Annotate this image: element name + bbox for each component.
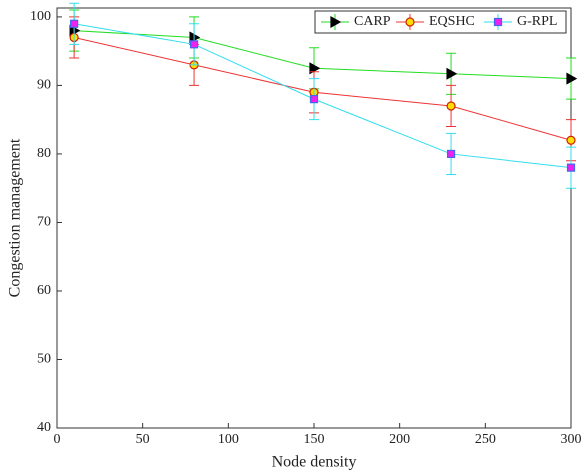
legend-marker bbox=[493, 17, 503, 27]
data-point bbox=[70, 19, 79, 28]
legend-marker bbox=[405, 17, 415, 27]
legend-marker bbox=[330, 15, 342, 29]
x-tick-label: 100 bbox=[218, 432, 239, 447]
data-point bbox=[566, 135, 576, 145]
x-tick-label: 300 bbox=[561, 432, 582, 447]
x-tick-label: 150 bbox=[304, 432, 325, 447]
y-tick-label: 80 bbox=[37, 146, 51, 161]
y-tick-label: 40 bbox=[37, 420, 51, 435]
y-tick-label: 100 bbox=[30, 9, 51, 24]
data-point bbox=[446, 101, 456, 111]
data-point bbox=[566, 72, 578, 85]
x-tick-label: 200 bbox=[389, 432, 410, 447]
y-tick-label: 60 bbox=[37, 283, 51, 298]
data-point bbox=[189, 40, 199, 49]
x-axis-label: Node density bbox=[272, 454, 357, 471]
legend-label: EQSHC bbox=[429, 14, 475, 29]
data-point bbox=[446, 67, 458, 80]
series-line bbox=[74, 36, 572, 141]
x-tick-label: 250 bbox=[475, 432, 496, 447]
legend-label: G-RPL bbox=[517, 14, 557, 29]
legend-box bbox=[314, 10, 567, 34]
data-point bbox=[309, 62, 321, 75]
data-point bbox=[309, 95, 319, 104]
x-tick-label: 50 bbox=[136, 432, 150, 447]
y-axis-label: Congestion management bbox=[7, 138, 24, 297]
data-point bbox=[189, 31, 201, 44]
y-tick-label: 50 bbox=[37, 352, 51, 367]
data-point bbox=[446, 149, 456, 159]
y-tick-label: 90 bbox=[37, 78, 51, 93]
legend-label: CARP bbox=[354, 14, 391, 29]
y-tick-label: 70 bbox=[37, 215, 51, 230]
x-tick-label: 0 bbox=[54, 432, 61, 447]
series-line bbox=[74, 23, 572, 169]
data-point bbox=[566, 163, 576, 172]
